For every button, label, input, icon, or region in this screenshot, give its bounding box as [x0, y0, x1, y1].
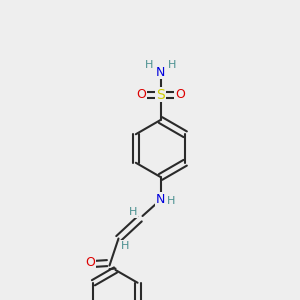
Text: O: O [175, 88, 185, 101]
Text: N: N [156, 193, 165, 206]
Text: O: O [136, 88, 146, 101]
Text: H: H [167, 196, 175, 206]
Text: S: S [156, 88, 165, 101]
Text: H: H [121, 241, 129, 251]
Text: N: N [156, 65, 165, 79]
Text: H: H [145, 59, 153, 70]
Text: H: H [168, 59, 176, 70]
Text: O: O [85, 256, 95, 269]
Text: H: H [129, 207, 137, 218]
